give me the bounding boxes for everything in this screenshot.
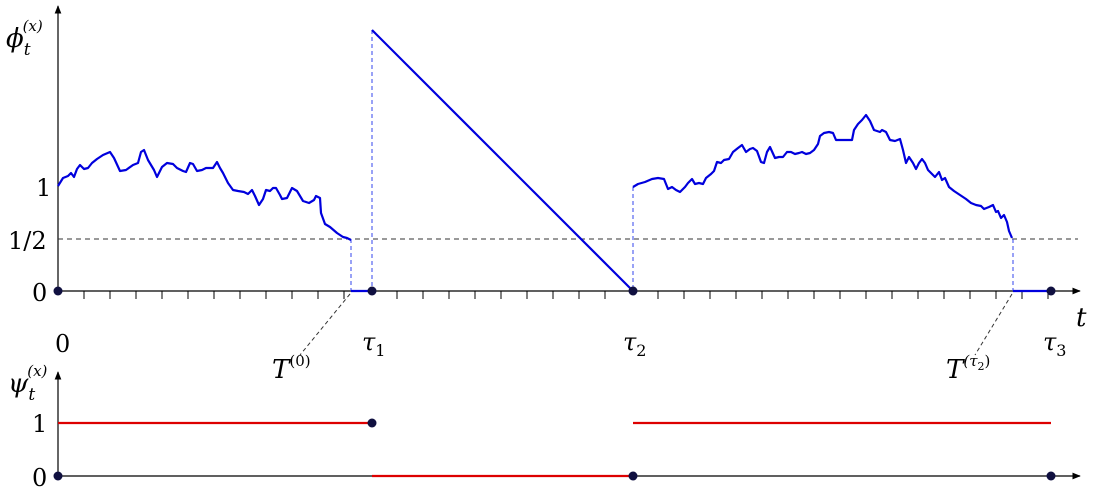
tau1-sub: 1 [375, 341, 385, 360]
T0-sup: (0) [289, 352, 310, 370]
Ttau2-sup-close: ) [985, 352, 991, 370]
y-one-label: 1 [36, 174, 51, 202]
psi-base: ψ [8, 369, 29, 399]
phi-path-linear [371, 29, 634, 292]
T0-base: T [272, 355, 291, 385]
x-zero-label: 0 [55, 330, 70, 358]
psi-zero-label: 0 [32, 464, 47, 490]
tau2-sub: 2 [636, 341, 646, 360]
phi-base: ϕ [6, 24, 24, 54]
tau2-label: τ2 [623, 328, 646, 360]
tau2-base: τ [623, 328, 637, 356]
psi-label: ψt (x) [8, 362, 48, 405]
tau1-label: τ1 [362, 328, 385, 360]
tau3-base: τ [1043, 328, 1057, 356]
phi-sup: (x) [23, 17, 43, 35]
tau3-label: τ3 [1043, 328, 1066, 360]
psi-sub: t [28, 385, 35, 405]
T0-label: T(0) [272, 352, 311, 385]
Ttau2-base: T [946, 355, 965, 385]
vertical-guides [350, 30, 1014, 291]
Ttau2-sup-open: (τ [963, 352, 978, 370]
tau3-sub: 3 [1056, 341, 1066, 360]
psi-points [53, 418, 1056, 481]
psi-path [58, 421, 1051, 478]
t-axis-label: t [1076, 303, 1087, 333]
psi-sup: (x) [27, 362, 47, 380]
tau1-base: τ [362, 328, 376, 356]
y-zero-label: 0 [32, 279, 47, 307]
phi-path-segment-1 [57, 148, 352, 241]
phi-label: ϕt (x) [6, 17, 43, 60]
Ttau2-label: T(τ2) [946, 352, 990, 385]
Ttau2-leader [974, 293, 1013, 356]
psi-one-label: 1 [32, 410, 47, 438]
Ttau2-sup-sub: 2 [978, 360, 985, 373]
phi-path-segment-2 [632, 113, 1014, 239]
phi-axis-points [53, 286, 1056, 296]
phi-sub: t [24, 40, 31, 60]
T0-leader [299, 293, 351, 356]
phi-t-ticks [83, 291, 1049, 299]
y-half-label: 1/2 [8, 227, 47, 255]
